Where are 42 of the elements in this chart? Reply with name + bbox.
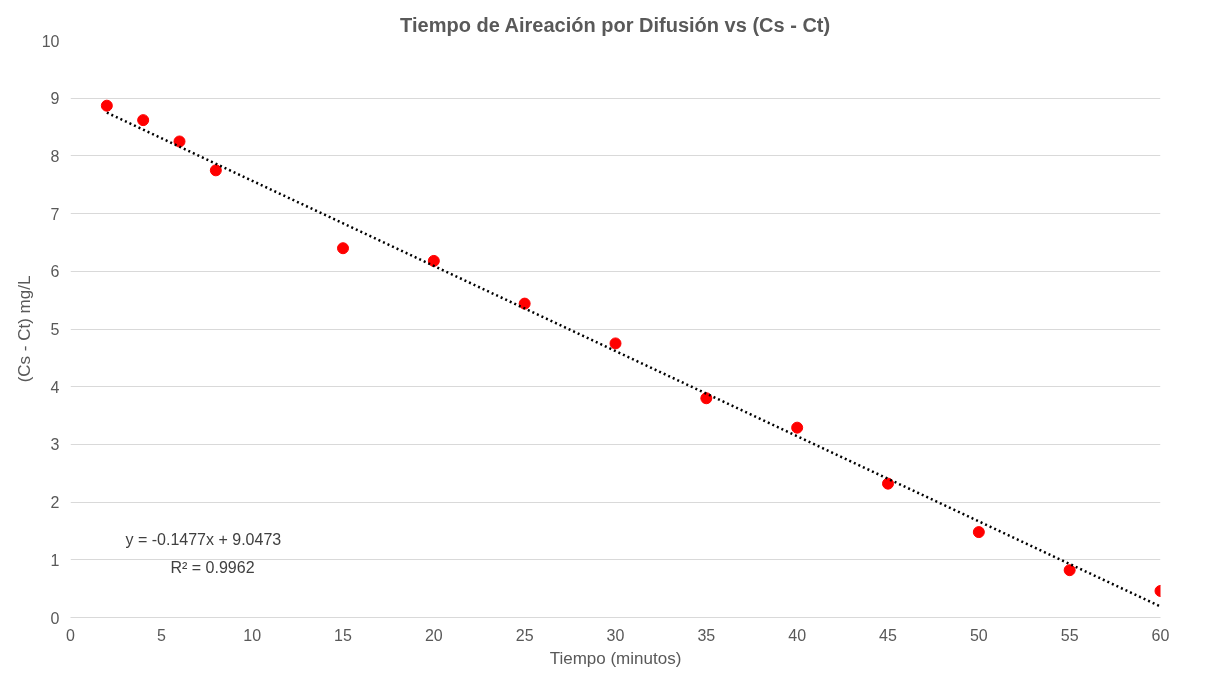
- x-tick-label: 15: [334, 626, 352, 644]
- point: [518, 297, 531, 310]
- point: [791, 421, 804, 434]
- x-tick-label: 45: [879, 626, 897, 644]
- point: [609, 337, 622, 350]
- y-tick-label: 4: [50, 378, 60, 396]
- x-tick-label: 25: [515, 626, 534, 644]
- x-tick-label: 10: [243, 626, 262, 644]
- point: [137, 114, 150, 127]
- x-tick-label: 20: [424, 626, 443, 644]
- y-axis-title: (Cs - Ct) mg/L: [14, 275, 34, 383]
- x-tick-label: 30: [606, 626, 625, 644]
- point: [882, 477, 894, 490]
- y-tick-label: 6: [50, 263, 60, 281]
- x-tick-label: 55: [1060, 626, 1079, 644]
- y-tick-label: 3: [50, 436, 60, 454]
- annotation: R² = 0.9962: [170, 558, 255, 576]
- x-tick-label: 0: [66, 626, 76, 644]
- point: [173, 135, 186, 148]
- annotation: y = -0.1477x + 9.0473: [125, 530, 282, 548]
- point: [427, 254, 440, 267]
- y-tick-label: 1: [50, 551, 60, 569]
- point: [337, 242, 349, 255]
- x-tick-label: 40: [788, 626, 807, 644]
- y-tick-label: 5: [50, 321, 60, 338]
- point: [972, 526, 985, 539]
- x-tick-label: 5: [156, 626, 166, 644]
- y-tick-label: 0: [50, 609, 60, 627]
- y-tick-label: 8: [50, 147, 60, 165]
- y-tick-label: 9: [50, 90, 60, 108]
- x-axis-title: Tiempo (minutos): [549, 648, 682, 668]
- chart-title: Tiempo de Aireación por Difusión vs (Cs - Ct): [400, 13, 831, 36]
- point: [100, 99, 113, 112]
- y-tick-label: 2: [50, 494, 60, 512]
- x-tick-label: 35: [697, 626, 716, 644]
- x-tick-label: 50: [969, 626, 988, 644]
- point: [1063, 564, 1076, 577]
- point: [209, 164, 222, 177]
- y-tick-label: 10: [41, 32, 60, 50]
- y-tick-label: 7: [50, 205, 60, 223]
- point: [700, 392, 713, 405]
- x-tick-label: 60: [1151, 626, 1170, 644]
